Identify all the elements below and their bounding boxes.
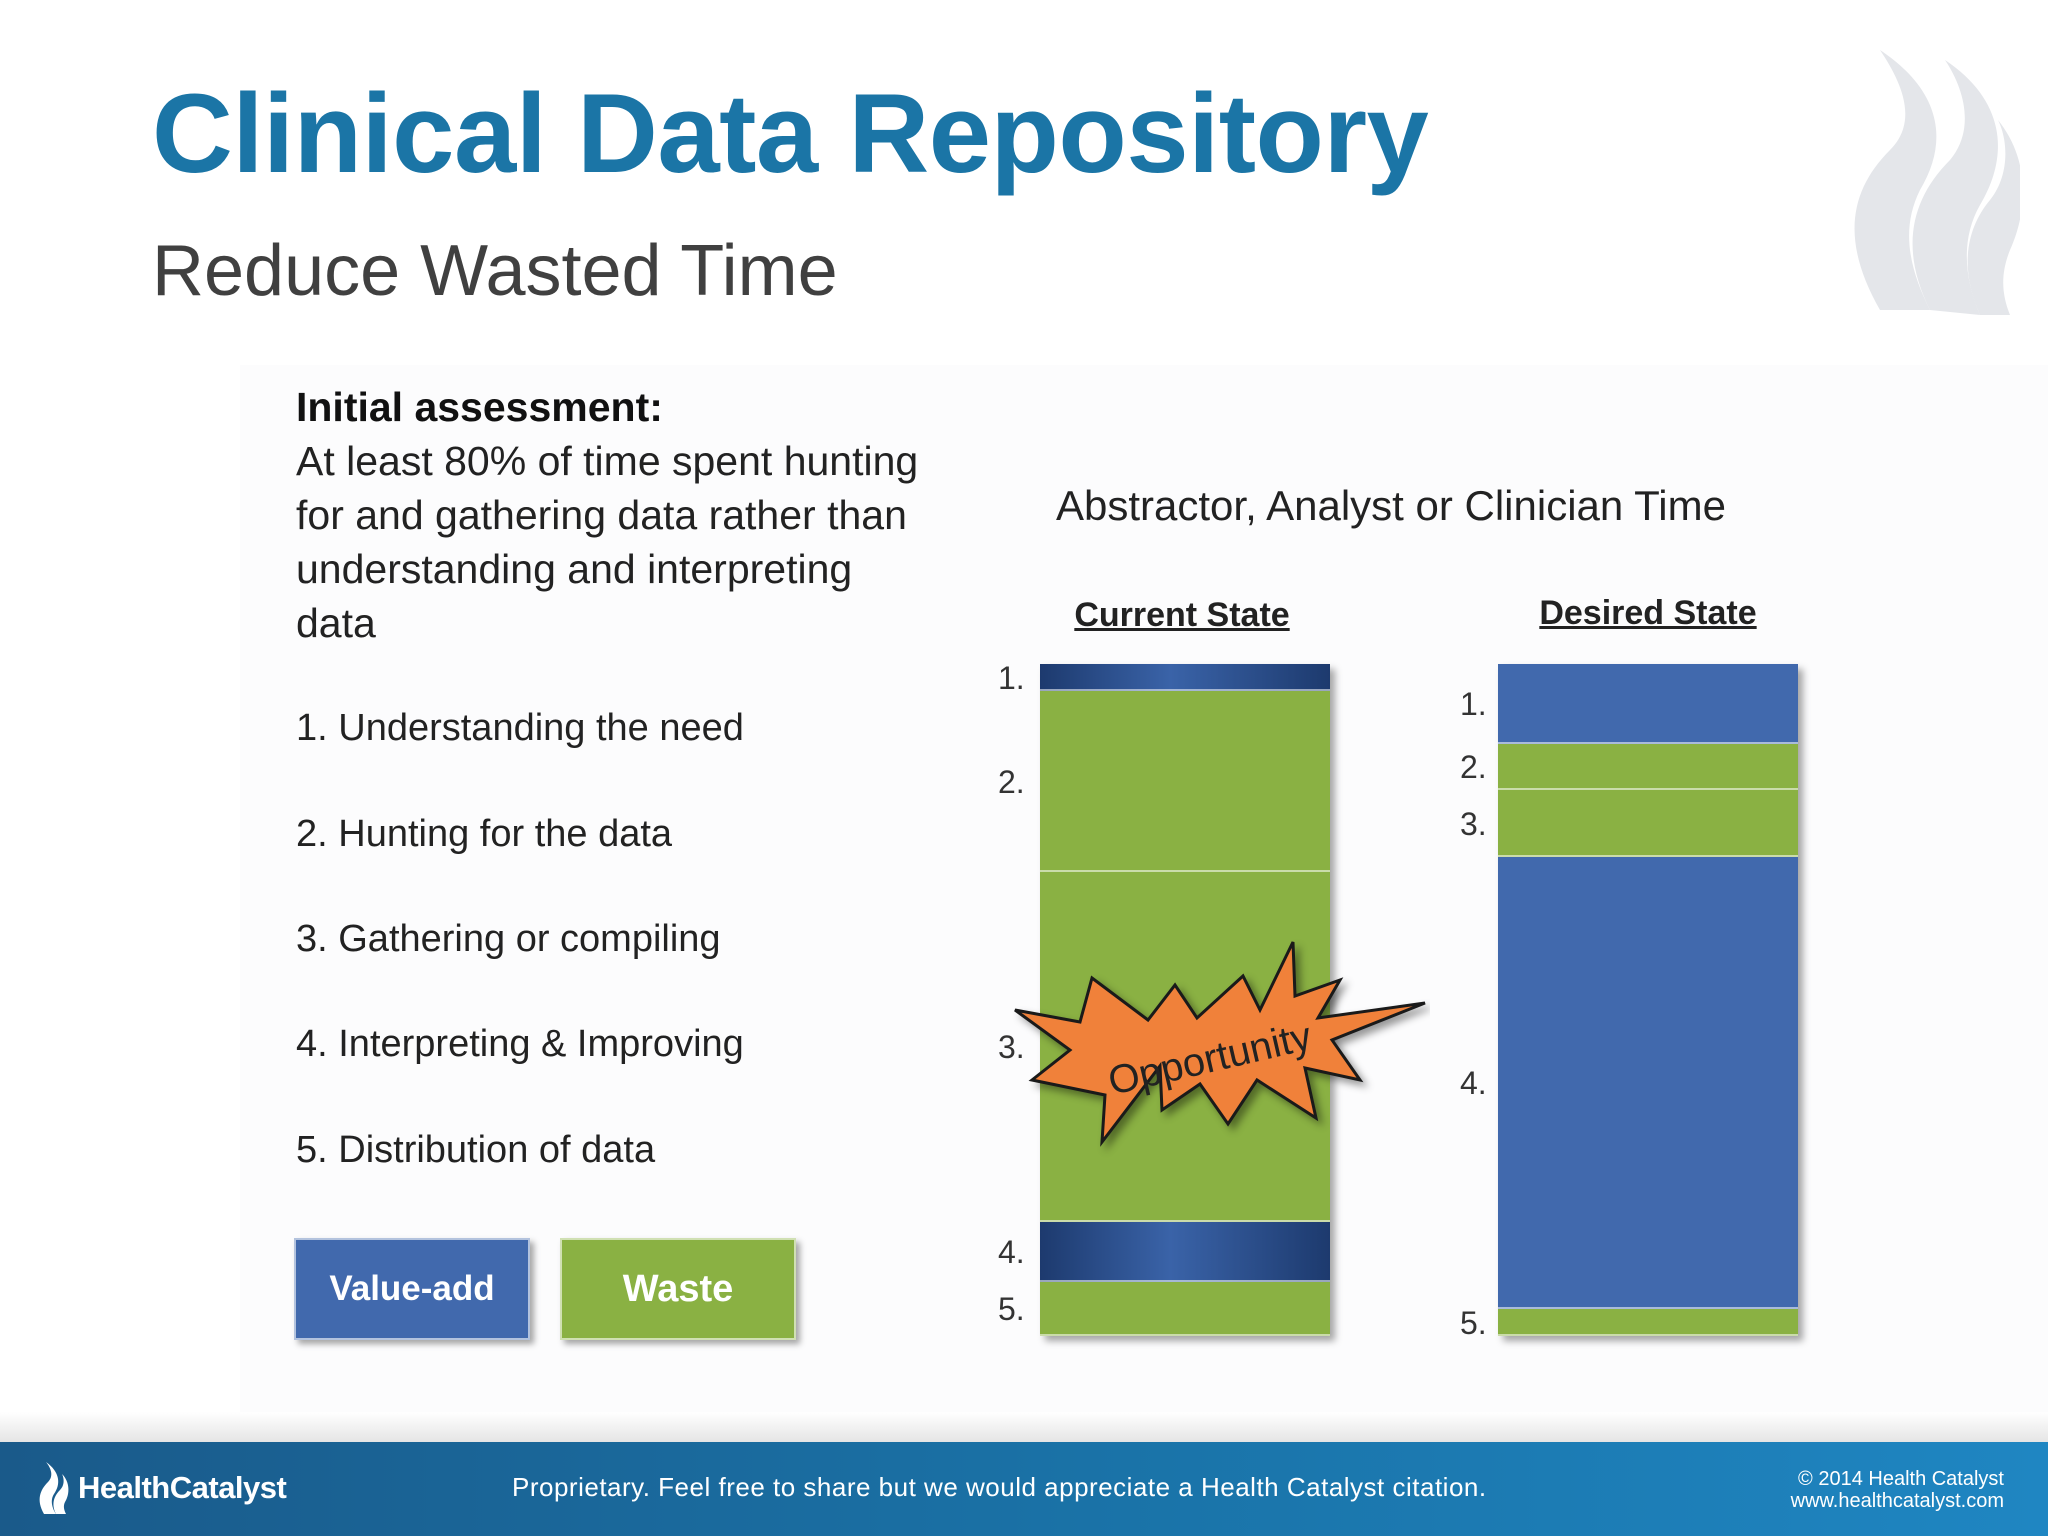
slide-title: Clinical Data Repository (152, 71, 1429, 196)
bar-segment-5 (1498, 1309, 1798, 1336)
bar-segment-4 (1040, 1221, 1330, 1283)
step-item: 1. Understanding the need (296, 707, 744, 749)
footer: HealthCatalyst Proprietary. Feel free to… (0, 1442, 2048, 1536)
segment-label: 5. (998, 1291, 1025, 1328)
footer-logo[interactable]: HealthCatalyst (36, 1460, 287, 1516)
segment-label: 5. (1460, 1305, 1487, 1342)
footer-copyright: © 2014 Health Catalyst www.healthcatalys… (1791, 1468, 2004, 1512)
bar-segment-1 (1498, 664, 1798, 744)
segment-label: 1. (1460, 685, 1487, 722)
segment-label: 3. (1460, 805, 1487, 842)
bar-segment-5 (1040, 1282, 1330, 1336)
step-item: 2. Hunting for the data (296, 813, 673, 855)
footer-brand: HealthCatalyst (78, 1470, 287, 1505)
footer-note: Proprietary. Feel free to share but we w… (512, 1472, 1487, 1502)
bar-segment-3 (1498, 790, 1798, 857)
current-state-heading: Current State (1074, 596, 1290, 634)
bar-segment-2 (1040, 690, 1330, 873)
opportunity-starburst: Opportunity (1014, 941, 1426, 1147)
assessment-block: Initial assessment: At least 80% of time… (296, 380, 936, 650)
slide-subtitle: Reduce Wasted Time (152, 231, 838, 311)
flame-icon (39, 1462, 69, 1514)
assessment-heading: Initial assessment: (296, 384, 663, 430)
flame-logo-icon (1854, 50, 2020, 315)
step-item: 5. Distribution of data (296, 1129, 656, 1171)
copyright-text: © 2014 Health Catalyst (1798, 1468, 2004, 1490)
bar-segment-2 (1498, 743, 1798, 791)
step-item: 4. Interpreting & Improving (296, 1023, 744, 1065)
chart-title: Abstractor, Analyst or Clinician Time (1056, 482, 1726, 529)
segment-label: 4. (998, 1234, 1025, 1270)
assessment-text: At least 80% of time spent hunting for a… (296, 438, 919, 646)
footer-shade (0, 1412, 2048, 1442)
legend-value-add: Value-add (294, 1238, 530, 1340)
segment-label: 3. (998, 1029, 1025, 1066)
bar-segment-4 (1498, 856, 1798, 1310)
segment-label: 1. (998, 660, 1025, 696)
step-item: 3. Gathering or compiling (296, 918, 721, 960)
bar-segment-1 (1040, 664, 1330, 691)
desired-state-bar (1498, 664, 1798, 1336)
footer-url[interactable]: www.healthcatalyst.com (1790, 1490, 2004, 1512)
segment-label: 2. (998, 763, 1025, 800)
desired-state-heading: Desired State (1539, 594, 1757, 632)
segment-label: 2. (1460, 749, 1487, 786)
segment-label: 4. (1460, 1065, 1487, 1102)
legend-waste: Waste (560, 1238, 796, 1340)
